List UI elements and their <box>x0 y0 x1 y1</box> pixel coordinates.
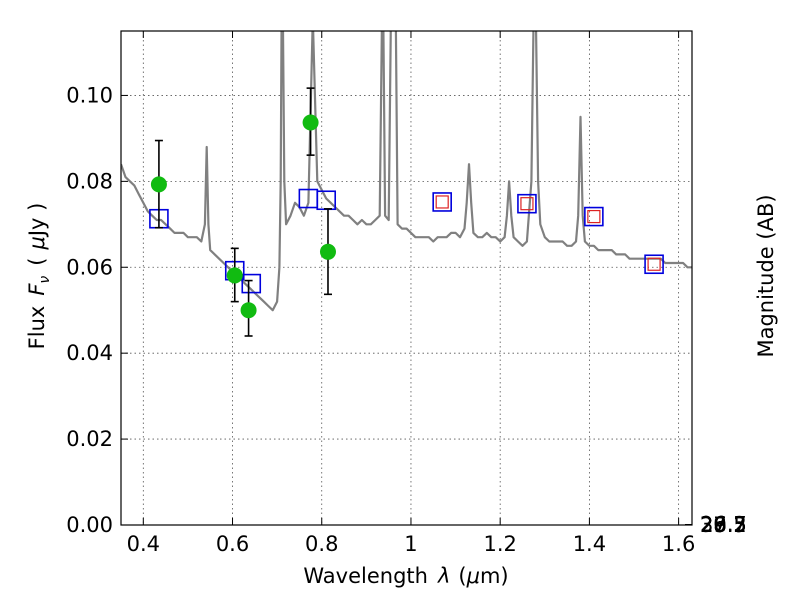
model-inner-marker <box>435 195 449 209</box>
data-points <box>149 87 664 337</box>
y-tick-label: 0.04 <box>66 341 113 365</box>
observed-point <box>319 243 336 260</box>
y2-axis-label: Magnitude (AB) <box>754 194 778 357</box>
observed-point <box>150 176 167 193</box>
x-tick-label: 1.4 <box>573 532 606 556</box>
y-tick-label: 0.00 <box>66 513 113 537</box>
x-tick-label: 1 <box>404 532 417 556</box>
mag-tick-label: 27.2 <box>700 513 747 537</box>
x-tick-label: 0.4 <box>127 532 160 556</box>
x-tick-label: 1.6 <box>662 532 695 556</box>
model-inner-marker <box>587 209 601 224</box>
model-box-marker <box>584 206 604 227</box>
mag-tick-label: 26.3 <box>700 513 747 537</box>
y-axis-label: FluxFν(μJy ) <box>25 203 53 350</box>
y-tick-label: 0.02 <box>66 427 113 451</box>
model-box-marker <box>517 193 537 214</box>
x-tick-label: 0.8 <box>305 532 338 556</box>
model-inner-marker <box>520 197 534 211</box>
mag-tick-label: 29 <box>700 513 727 537</box>
mag-tick-label: 27 <box>700 513 727 537</box>
x-tick-label: 0.6 <box>216 532 249 556</box>
plot-area <box>121 31 692 525</box>
observed-point <box>240 302 257 319</box>
x-tick-label: 1.2 <box>483 532 516 556</box>
mag-tick-label: 30 <box>700 513 727 537</box>
x-axis-label: Wavelength λ (μm) <box>303 564 508 588</box>
y-tick-label: 0.10 <box>66 83 113 107</box>
mag-tick-label: 27.5 <box>700 513 747 537</box>
observed-point <box>302 114 319 131</box>
y-tick-label: 0.08 <box>66 169 113 193</box>
mag-tick-label: 28.5 <box>700 513 747 537</box>
mag-tick-label: 26.7 <box>700 513 747 537</box>
axis-ticks: 0.4 0.6 0.8 1 1.2 1.4 1.6 0.00 0.02 0.04 0.06 0.08 0… <box>66 31 747 556</box>
y-tick-label: 0.06 <box>66 255 113 279</box>
plot-frame <box>120 30 693 526</box>
grid <box>121 31 692 525</box>
model-box-marker <box>241 273 262 294</box>
mag-tick-label: 28 <box>700 513 727 537</box>
model-spectrum <box>121 31 692 312</box>
model-box-marker <box>644 254 664 275</box>
spectrum-line <box>121 31 692 312</box>
mag-tick-label: 26.5 <box>700 513 747 537</box>
observed-point <box>226 267 243 284</box>
model-box-marker <box>432 192 452 212</box>
model-inner-marker <box>647 257 661 271</box>
